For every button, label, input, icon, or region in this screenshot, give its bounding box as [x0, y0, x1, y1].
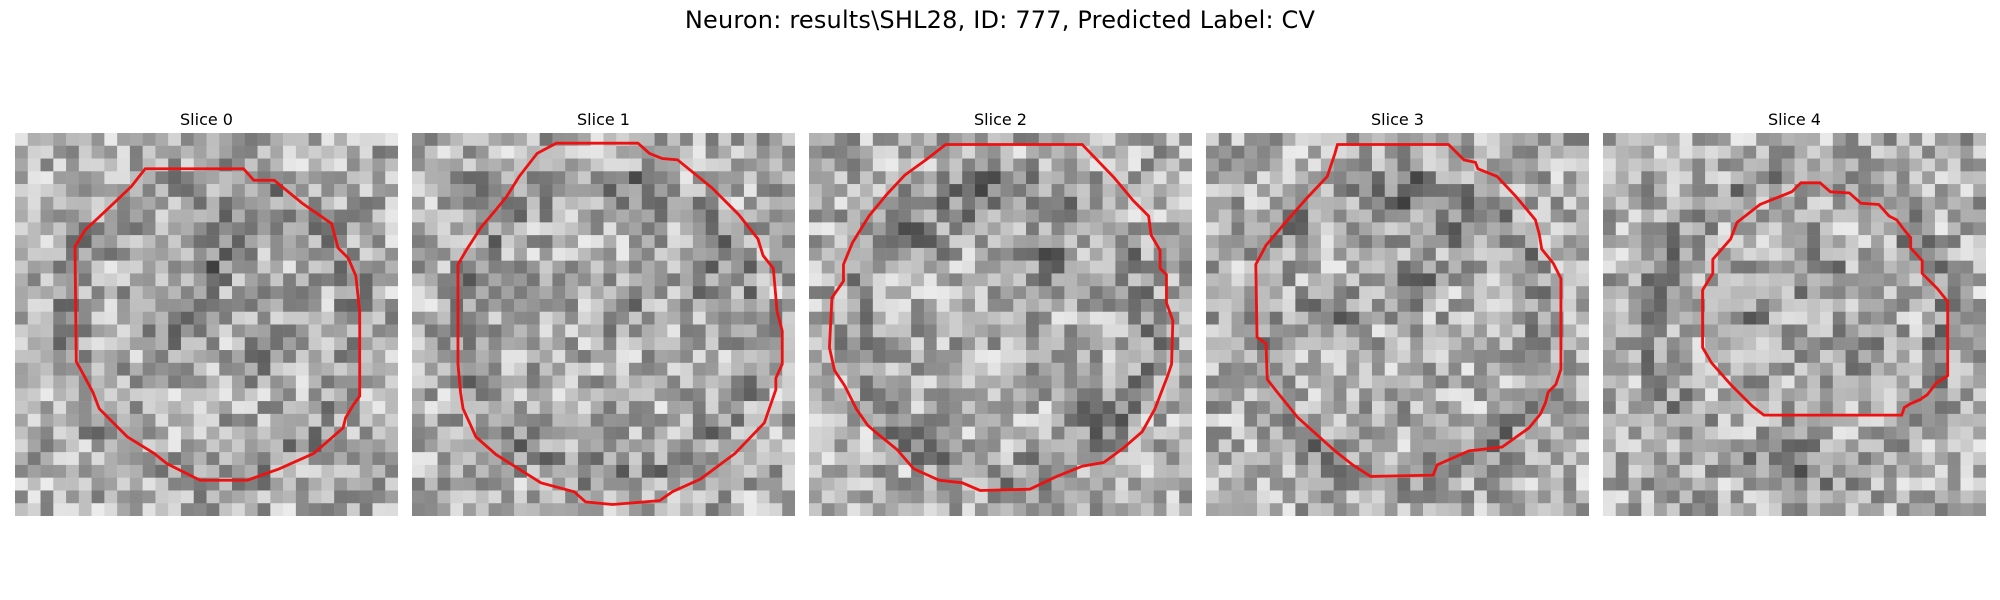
slice-image — [809, 133, 1192, 516]
slice-image — [1603, 133, 1986, 516]
pixel-grid — [15, 133, 398, 516]
roi-contour — [828, 143, 1175, 492]
slice-panel-2: Slice 2 — [809, 108, 1192, 516]
slice-image — [1206, 133, 1589, 516]
pixel-grid — [412, 133, 795, 516]
slice-title: Slice 4 — [1768, 110, 1821, 129]
slice-title: Slice 3 — [1371, 110, 1424, 129]
slice-panel-4: Slice 4 — [1603, 108, 1986, 516]
slice-image — [412, 133, 795, 516]
slice-panel-1: Slice 1 — [412, 108, 795, 516]
roi-contour — [73, 167, 362, 482]
figure-title: Neuron: results\SHL28, ID: 777, Predicte… — [684, 6, 1316, 34]
roi-contour — [1701, 181, 1950, 417]
pixel-grid — [809, 133, 1192, 516]
slice-title: Slice 0 — [180, 110, 233, 129]
roi-contour — [1254, 143, 1563, 478]
slice-title: Slice 1 — [577, 110, 630, 129]
pixel-grid — [1603, 133, 1986, 516]
slice-panel-3: Slice 3 — [1206, 108, 1589, 516]
slice-panel-0: Slice 0 — [15, 108, 398, 516]
slice-title: Slice 2 — [974, 110, 1027, 129]
pixel-grid — [1206, 133, 1589, 516]
slice-image — [15, 133, 398, 516]
roi-contour — [456, 141, 784, 506]
